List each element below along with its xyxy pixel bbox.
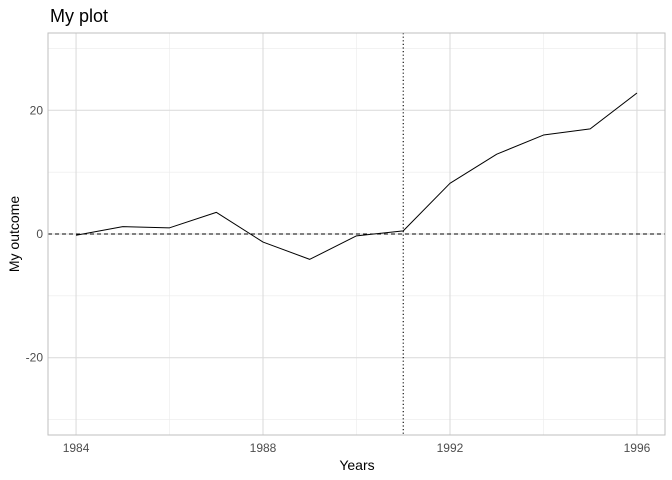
data-series bbox=[75, 92, 638, 260]
x-axis-title: Years bbox=[339, 457, 374, 473]
x-tick-label-1996: 1996 bbox=[624, 441, 651, 455]
y-tick-label-20: 20 bbox=[30, 103, 44, 117]
y-tick-label--20: -20 bbox=[26, 351, 44, 365]
x-tick-label-1988: 1988 bbox=[250, 441, 277, 455]
y-tick-labels: -20 0 20 bbox=[26, 103, 44, 364]
x-tick-label-1984: 1984 bbox=[63, 441, 90, 455]
reference-lines bbox=[48, 33, 665, 435]
x-tick-label-1992: 1992 bbox=[437, 441, 464, 455]
y-axis-title: My outcome bbox=[6, 196, 22, 272]
chart-title: My plot bbox=[50, 6, 108, 26]
series-line-0 bbox=[75, 92, 638, 260]
panel-border bbox=[47, 32, 666, 436]
x-tick-labels: 1984 1988 1992 1996 bbox=[63, 441, 651, 455]
y-tick-label-0: 0 bbox=[36, 227, 43, 241]
